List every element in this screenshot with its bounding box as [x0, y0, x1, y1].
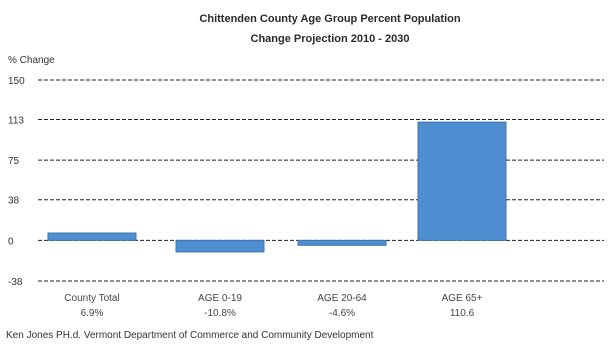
- y-tick-label: -38: [8, 277, 23, 288]
- bar-age-0-19: [175, 239, 265, 253]
- category-label: AGE 65+: [442, 293, 483, 304]
- y-tick-label: 75: [8, 156, 20, 167]
- category-label: County Total: [64, 293, 119, 304]
- source-note: Ken Jones PH.d. Vermont Department of Co…: [6, 330, 374, 341]
- category-labels: County Total 6.9% AGE 0-19 -10.8% AGE 20-64 -…: [64, 293, 482, 319]
- chart-title: Chittenden County Age Group Percent Popu…: [199, 13, 460, 25]
- bar-county-total: [47, 232, 137, 241]
- category-value-label: 110.6: [450, 308, 475, 319]
- category-value-label: -10.8%: [204, 308, 236, 319]
- y-tick-label: 150: [8, 76, 25, 87]
- y-tick-label: 113: [8, 116, 24, 127]
- y-tick-labels: 150 113 75 38 0 -38: [8, 76, 25, 288]
- grid-lines: [38, 79, 604, 282]
- category-value-label: 6.9%: [81, 308, 104, 319]
- category-value-label: -4.6%: [329, 308, 355, 319]
- bar-age-20-64: [297, 239, 387, 246]
- category-label: AGE 0-19: [198, 293, 242, 304]
- chart-subtitle: Change Projection 2010 - 2030: [251, 33, 410, 45]
- y-tick-label: 0: [8, 236, 14, 247]
- y-axis-label: % Change: [8, 55, 55, 66]
- category-label: AGE 20-64: [317, 293, 367, 304]
- y-tick-label: 38: [8, 196, 20, 207]
- bar-age-65-: [417, 121, 507, 241]
- bars: [47, 121, 507, 253]
